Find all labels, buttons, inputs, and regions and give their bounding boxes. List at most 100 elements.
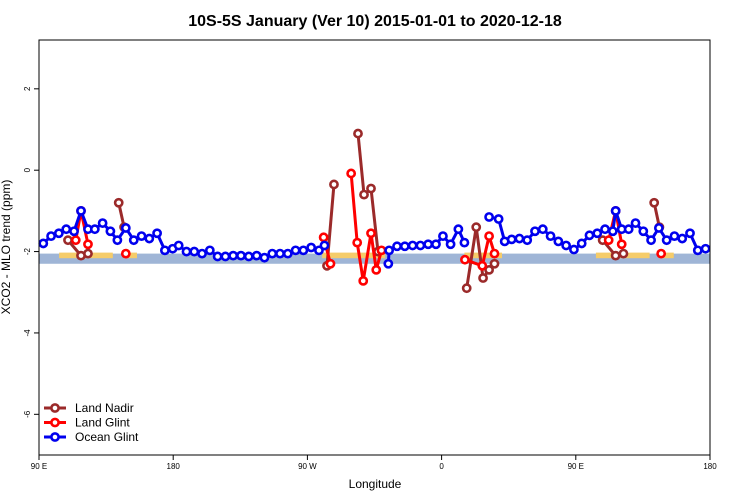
point-2-0-35 bbox=[306, 242, 317, 253]
point-1-2-1 bbox=[325, 258, 336, 269]
point-0-0-2 bbox=[83, 248, 93, 259]
point-2-0-1 bbox=[46, 231, 56, 242]
point-2-0-32 bbox=[282, 248, 293, 259]
point-2-2-20 bbox=[630, 218, 641, 228]
y-axis-label: XCO2 - MLO trend (ppm) bbox=[0, 180, 13, 315]
point-0-1-0 bbox=[113, 197, 124, 208]
point-2-2-9 bbox=[553, 236, 564, 247]
x-tick-label-5: 180 bbox=[703, 462, 717, 471]
point-2-0-34 bbox=[298, 245, 309, 256]
point-1-3-3 bbox=[366, 228, 376, 239]
point-2-0-37 bbox=[319, 240, 330, 251]
point-0-4-4 bbox=[489, 258, 500, 269]
legend-marker-2 bbox=[50, 432, 60, 442]
point-2-0-19 bbox=[181, 246, 192, 257]
chart-title: 10S-5S January (Ver 10) 2015-01-01 to 20… bbox=[188, 13, 562, 30]
point-2-2-29 bbox=[700, 243, 711, 254]
legend-label-2: Ocean Glint bbox=[75, 430, 139, 444]
point-2-1-7 bbox=[431, 239, 441, 250]
point-1-2-0 bbox=[318, 232, 329, 243]
point-2-2-11 bbox=[569, 244, 579, 255]
point-1-0-2 bbox=[83, 239, 93, 250]
point-1-3-1 bbox=[352, 237, 363, 248]
point-2-0-14 bbox=[144, 233, 155, 244]
point-0-2-1 bbox=[329, 179, 339, 190]
point-2-0-13 bbox=[136, 231, 147, 242]
point-0-5-2 bbox=[618, 248, 629, 259]
point-2-1-9 bbox=[445, 239, 456, 250]
point-2-1-4 bbox=[407, 240, 418, 251]
point-2-0-25 bbox=[228, 250, 239, 261]
point-1-0-0 bbox=[70, 235, 81, 246]
y-tick-label-4: -6 bbox=[23, 410, 32, 418]
point-2-1-0 bbox=[383, 258, 394, 269]
point-2-2-15 bbox=[600, 224, 610, 235]
x-tick-label-0: 90 E bbox=[31, 462, 47, 471]
point-2-2-5 bbox=[522, 235, 533, 246]
point-2-0-20 bbox=[189, 246, 200, 257]
point-0-4-2 bbox=[478, 273, 488, 283]
point-1-4-0 bbox=[460, 254, 470, 265]
y-tick-label-0: 2 bbox=[23, 86, 32, 91]
point-2-0-23 bbox=[212, 251, 223, 262]
point-2-2-8 bbox=[545, 231, 556, 242]
point-2-1-5 bbox=[415, 240, 426, 251]
point-2-0-15 bbox=[152, 228, 162, 239]
legend-marker-1 bbox=[50, 417, 60, 428]
x-axis: 90 E 180 90 W 0 90 E 180 bbox=[31, 455, 717, 471]
point-0-5-1 bbox=[610, 250, 621, 261]
point-2-1-11 bbox=[459, 237, 470, 248]
point-2-0-8 bbox=[97, 218, 108, 228]
point-2-0-11 bbox=[120, 223, 131, 233]
point-2-0-10 bbox=[112, 235, 123, 246]
series-2 bbox=[38, 205, 711, 269]
point-1-4-2 bbox=[484, 231, 495, 242]
series-0 bbox=[63, 128, 665, 294]
point-2-2-1 bbox=[493, 214, 504, 224]
point-1-3-4 bbox=[371, 264, 382, 275]
point-2-0-28 bbox=[251, 250, 262, 261]
point-1-4-3 bbox=[489, 248, 500, 259]
point-2-1-8 bbox=[438, 231, 448, 242]
point-2-2-16 bbox=[607, 226, 618, 237]
point-2-0-33 bbox=[290, 245, 301, 256]
point-2-2-14 bbox=[592, 228, 603, 239]
point-0-3-1 bbox=[359, 189, 369, 200]
point-2-0-2 bbox=[53, 228, 64, 239]
point-2-0-5 bbox=[76, 205, 86, 216]
legend-marker-0 bbox=[50, 403, 60, 413]
point-2-0-7 bbox=[89, 224, 100, 235]
point-2-2-23 bbox=[653, 223, 664, 233]
point-2-0-3 bbox=[61, 224, 72, 235]
land-patch-5 bbox=[660, 252, 674, 259]
point-0-4-1 bbox=[471, 222, 482, 233]
point-2-0-22 bbox=[204, 245, 215, 256]
point-2-2-4 bbox=[514, 233, 525, 244]
point-2-1-10 bbox=[453, 224, 464, 235]
point-2-2-28 bbox=[692, 245, 703, 256]
point-2-0-4 bbox=[69, 226, 79, 237]
point-2-2-25 bbox=[669, 231, 680, 242]
point-0-3-2 bbox=[366, 183, 376, 194]
point-1-4-1 bbox=[477, 260, 488, 271]
point-1-6-0 bbox=[656, 248, 667, 259]
point-2-2-26 bbox=[677, 233, 688, 244]
point-0-0-0 bbox=[63, 235, 73, 246]
point-2-2-3 bbox=[506, 234, 517, 245]
point-2-2-13 bbox=[584, 230, 595, 241]
point-1-1-0 bbox=[120, 248, 131, 259]
point-2-0-26 bbox=[236, 250, 246, 261]
point-2-2-19 bbox=[623, 224, 634, 235]
point-2-2-27 bbox=[685, 228, 695, 239]
x-tick-label-2: 90 W bbox=[298, 462, 317, 471]
point-1-5-2 bbox=[616, 239, 627, 250]
x-tick-label-4: 90 E bbox=[568, 462, 584, 471]
point-2-1-1 bbox=[384, 245, 395, 256]
plot-frame bbox=[38, 39, 711, 456]
point-2-2-21 bbox=[638, 226, 649, 237]
point-2-0-29 bbox=[259, 252, 270, 263]
point-1-3-5 bbox=[376, 245, 387, 256]
legend-label-0: Land Nadir bbox=[75, 401, 134, 415]
point-1-3-2 bbox=[358, 275, 369, 286]
